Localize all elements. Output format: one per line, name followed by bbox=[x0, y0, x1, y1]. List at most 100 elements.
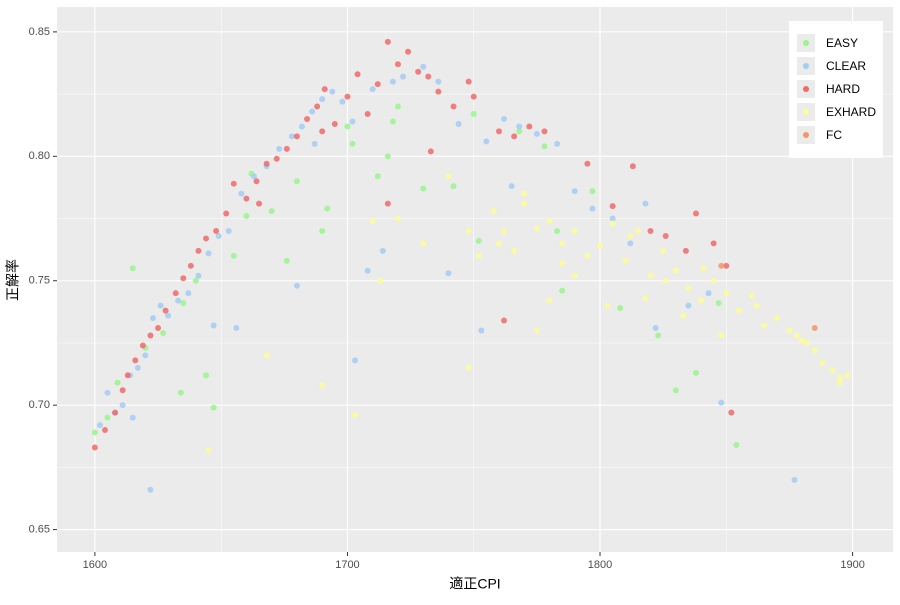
point bbox=[521, 190, 528, 197]
point bbox=[142, 352, 149, 359]
point bbox=[478, 327, 485, 334]
point bbox=[119, 402, 126, 409]
point bbox=[435, 78, 442, 85]
point bbox=[129, 265, 136, 272]
point bbox=[811, 347, 818, 354]
point bbox=[692, 210, 699, 217]
point bbox=[718, 332, 725, 339]
point bbox=[554, 227, 561, 234]
point bbox=[571, 227, 578, 234]
point bbox=[652, 325, 659, 332]
point bbox=[470, 111, 477, 118]
point bbox=[420, 63, 427, 70]
point bbox=[501, 227, 508, 234]
point bbox=[475, 237, 482, 244]
point bbox=[733, 441, 740, 448]
point bbox=[533, 130, 540, 137]
point bbox=[465, 227, 472, 234]
point bbox=[225, 227, 232, 234]
legend-symbol bbox=[803, 86, 809, 92]
point bbox=[147, 332, 154, 339]
point bbox=[233, 325, 240, 332]
point bbox=[516, 123, 523, 130]
y-tick-label: 0.70 bbox=[29, 399, 50, 411]
point bbox=[283, 257, 290, 264]
point bbox=[243, 213, 250, 220]
point bbox=[210, 322, 217, 329]
point bbox=[672, 387, 679, 394]
point bbox=[175, 297, 182, 304]
point bbox=[319, 382, 326, 389]
point bbox=[331, 120, 338, 127]
point bbox=[501, 317, 508, 324]
point bbox=[609, 215, 616, 222]
point bbox=[660, 247, 667, 254]
point bbox=[799, 337, 806, 344]
point bbox=[617, 305, 624, 312]
point bbox=[589, 205, 596, 212]
point bbox=[213, 227, 220, 234]
point bbox=[165, 312, 172, 319]
point bbox=[804, 339, 811, 346]
point bbox=[735, 307, 742, 314]
point bbox=[91, 444, 98, 451]
point bbox=[124, 372, 131, 379]
point bbox=[311, 140, 318, 147]
point bbox=[96, 422, 103, 429]
point bbox=[526, 123, 533, 130]
point bbox=[293, 133, 300, 140]
point bbox=[445, 173, 452, 180]
point bbox=[516, 128, 523, 135]
point bbox=[251, 173, 258, 180]
point bbox=[490, 208, 497, 215]
point bbox=[786, 327, 793, 334]
point bbox=[309, 108, 316, 115]
legend-symbol bbox=[803, 132, 809, 138]
point bbox=[369, 218, 376, 225]
point bbox=[705, 290, 712, 297]
point bbox=[753, 302, 760, 309]
point bbox=[293, 178, 300, 185]
point bbox=[662, 232, 669, 239]
x-tick-label: 1700 bbox=[335, 559, 359, 571]
point bbox=[283, 145, 290, 152]
point bbox=[435, 88, 442, 95]
point bbox=[819, 359, 826, 366]
point bbox=[352, 357, 359, 364]
point bbox=[836, 379, 843, 386]
point bbox=[162, 307, 169, 314]
legend-label: EASY bbox=[826, 36, 858, 50]
point bbox=[104, 414, 111, 421]
point bbox=[718, 399, 725, 406]
point bbox=[483, 138, 490, 145]
legend-symbol bbox=[803, 40, 809, 46]
point bbox=[384, 200, 391, 207]
point bbox=[541, 143, 548, 150]
point bbox=[609, 220, 616, 227]
point bbox=[364, 111, 371, 118]
point bbox=[230, 252, 237, 259]
point bbox=[314, 103, 321, 110]
point bbox=[450, 103, 457, 110]
point bbox=[559, 260, 566, 267]
point bbox=[210, 404, 217, 411]
legend-label: FC bbox=[826, 128, 842, 142]
point bbox=[157, 302, 164, 309]
point bbox=[622, 257, 629, 264]
point bbox=[546, 218, 553, 225]
point bbox=[273, 155, 280, 162]
point bbox=[465, 364, 472, 371]
point bbox=[349, 118, 356, 125]
point bbox=[748, 292, 755, 299]
point bbox=[642, 295, 649, 302]
point bbox=[223, 210, 230, 217]
point bbox=[584, 252, 591, 259]
point bbox=[319, 227, 326, 234]
legend-label: EXHARD bbox=[826, 105, 876, 119]
point bbox=[139, 342, 146, 349]
point bbox=[794, 332, 801, 339]
point bbox=[495, 240, 502, 247]
point bbox=[339, 98, 346, 105]
point bbox=[511, 247, 518, 254]
point bbox=[215, 232, 222, 239]
